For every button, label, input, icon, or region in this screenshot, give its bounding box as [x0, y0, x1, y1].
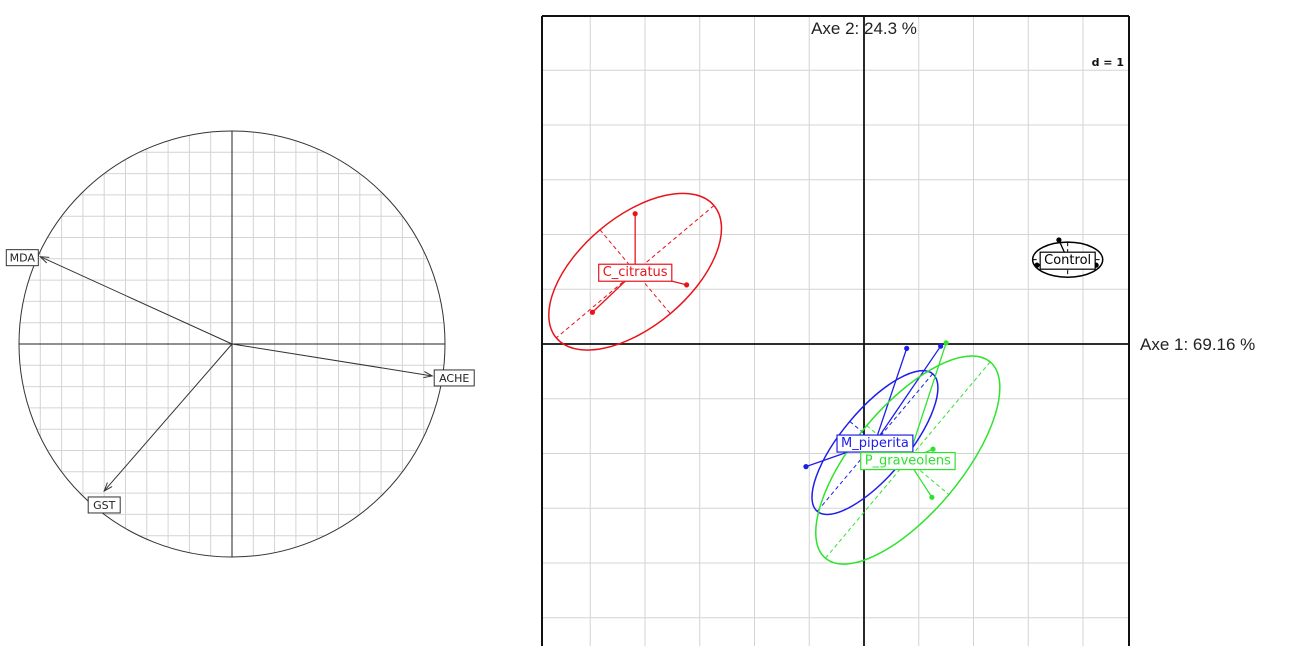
variable-label-mda: MDA: [10, 252, 36, 265]
spider-line-m-piperita: [874, 345, 942, 443]
arrowhead-ache: [423, 371, 434, 379]
variable-label-gst: GST: [93, 499, 116, 512]
group-label-m-piperita: M_piperita: [841, 436, 909, 451]
data-point-c-citratus: [684, 282, 690, 288]
data-point-c-citratus: [632, 211, 638, 217]
ellipse-axis-m-piperita: [816, 373, 934, 512]
group-label-box-p-graveolens: [860, 451, 956, 471]
data-point-m-piperita: [904, 345, 910, 351]
label-box-mda: [5, 249, 39, 267]
data-point-m-piperita: [803, 464, 809, 470]
score-plot-panel: C_citratusControlM_piperitaP_graveolens …: [541, 15, 1255, 646]
data-point-control: [1056, 237, 1062, 243]
label-box-ache: [433, 369, 475, 387]
arrow-mda: [40, 256, 233, 345]
ellipse-axis-c-citratus: [599, 229, 671, 314]
spider-line-p-graveolens: [907, 342, 947, 461]
data-point-c-citratus: [589, 309, 596, 315]
group-label-p-graveolens: P_graveolens: [865, 454, 951, 469]
data-point-m-piperita: [938, 343, 944, 349]
group-ellipses: [548, 192, 1104, 565]
variable-arrows: MDA ACHE GST: [5, 249, 475, 514]
group-c-citratus: [548, 192, 723, 351]
arrow-ache: [231, 343, 433, 377]
ellipse-axis-c-citratus: [555, 205, 715, 339]
y-axis-title: Axe 2: 24.3 %: [811, 19, 917, 38]
spider-line-m-piperita: [874, 348, 908, 443]
scale-label: d = 1: [1092, 56, 1124, 69]
arrowhead-mda: [38, 256, 50, 264]
data-point-control: [1034, 262, 1040, 268]
correlation-circle-panel: MDA ACHE GST: [5, 130, 475, 558]
x-axis-title: Axe 1: 69.16 %: [1140, 335, 1255, 354]
ellipse-axis-m-piperita: [849, 421, 901, 465]
variable-label-ache: ACHE: [439, 372, 469, 385]
arrowhead-gst: [103, 482, 113, 493]
group-labels: C_citratus Control M_piperita P_graveolens: [598, 251, 1096, 471]
arrow-gst: [103, 343, 233, 492]
score-grid: [542, 16, 1129, 646]
score-axes: [541, 15, 1130, 646]
data-point-p-graveolens: [943, 340, 949, 346]
label-box-gst: [87, 496, 121, 514]
group-label-box-control: [1039, 251, 1096, 270]
data-point-p-graveolens: [929, 494, 935, 500]
group-label-c-citratus: C_citratus: [603, 265, 668, 280]
group-label-control: Control: [1044, 253, 1091, 268]
group-label-box-c-citratus: [598, 263, 673, 282]
data-point-p-graveolens: [930, 446, 936, 452]
